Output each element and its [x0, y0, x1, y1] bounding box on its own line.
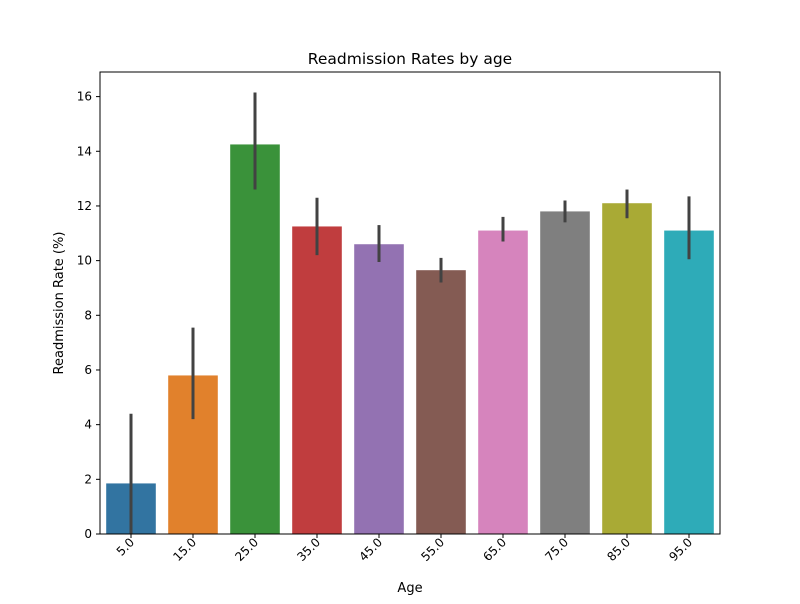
- x-tick-label: 35.0: [294, 535, 323, 564]
- y-tick-label: 16: [77, 90, 92, 104]
- x-tick-label: 15.0: [170, 535, 199, 564]
- x-tick-label: 55.0: [418, 535, 447, 564]
- x-tick-label: 75.0: [542, 535, 571, 564]
- y-axis: 0 2 4 6 8 10 12 14 16: [77, 90, 100, 541]
- bar-95.0: [664, 230, 714, 534]
- x-tick-label: 45.0: [356, 535, 385, 564]
- y-tick-label: 2: [84, 472, 92, 486]
- x-tick-label: 95.0: [666, 535, 695, 564]
- y-tick-label: 8: [84, 308, 92, 322]
- bars-layer: [106, 144, 714, 535]
- error-bars-layer: [129, 92, 691, 534]
- y-tick-label: 12: [77, 199, 92, 213]
- chart-title: Readmission Rates by age: [308, 50, 512, 68]
- bar-45.0: [354, 244, 404, 534]
- x-tick-label: 5.0: [114, 535, 137, 558]
- bar-65.0: [478, 230, 528, 534]
- bar-35.0: [292, 226, 342, 534]
- bar-25.0: [230, 144, 280, 534]
- x-tick-label: 85.0: [604, 535, 633, 564]
- y-tick-label: 14: [77, 144, 92, 158]
- plot-frame: [99, 71, 721, 535]
- x-tick-label: 65.0: [480, 535, 509, 564]
- y-axis-title: Readmission Rate (%): [52, 232, 67, 375]
- x-axis: 5.0 15.0 25.0 35.0 45.0 55.0 65.0 75.0 85.0 95.0: [114, 534, 695, 564]
- y-tick-label: 4: [84, 418, 92, 432]
- bar-85.0: [602, 203, 652, 534]
- bar-75.0: [540, 211, 590, 535]
- y-tick-label: 6: [84, 363, 92, 377]
- bar-55.0: [416, 270, 466, 534]
- x-axis-title: Age: [397, 581, 422, 596]
- y-tick-label: 10: [77, 254, 92, 268]
- y-tick-label: 0: [84, 527, 92, 541]
- x-tick-label: 25.0: [232, 535, 261, 564]
